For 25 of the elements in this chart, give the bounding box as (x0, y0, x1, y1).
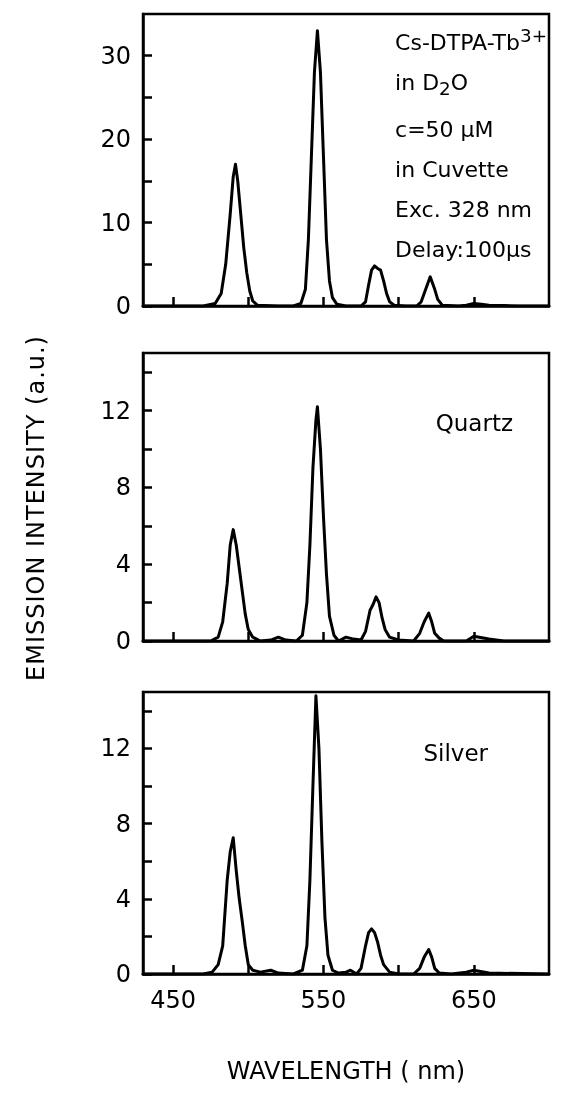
annotation: Quartz (435, 409, 513, 438)
x-tick-label: 450 (150, 986, 196, 1014)
y-tick-label: 12 (100, 734, 131, 763)
y-tick-label: 10 (100, 208, 131, 237)
annotation: Silver (423, 739, 488, 768)
y-axis-title: EMISSION INTENSITY (a.u.) (22, 335, 50, 681)
y-tick-label: 12 (100, 396, 131, 425)
y-tick-label: 0 (115, 627, 131, 655)
y-tick-label: 4 (115, 550, 131, 579)
annotation: in D$_{2}$O (395, 69, 470, 102)
y-tick-label: 8 (115, 809, 131, 838)
annotation: Cs-DTPA-Tb$^{3+}$ (395, 24, 547, 58)
y-tick-label: 30 (100, 41, 131, 70)
annotation: c=50 μM (395, 115, 495, 144)
y-tick-label: 4 (115, 884, 131, 913)
y-tick-label: 0 (115, 292, 131, 320)
annotation: in Cuvette (395, 155, 510, 184)
annotation: Exc. 328 nm (395, 195, 534, 224)
x-axis-title: WAVELENGTH ( nm) (226, 1057, 466, 1085)
x-tick-label: 650 (450, 986, 497, 1014)
y-tick-label: 20 (100, 125, 131, 154)
y-tick-label: 8 (115, 473, 131, 502)
annotation: Delay:100μs (395, 235, 533, 264)
y-tick-label: 0 (115, 960, 131, 988)
x-tick-label: 550 (300, 986, 347, 1014)
